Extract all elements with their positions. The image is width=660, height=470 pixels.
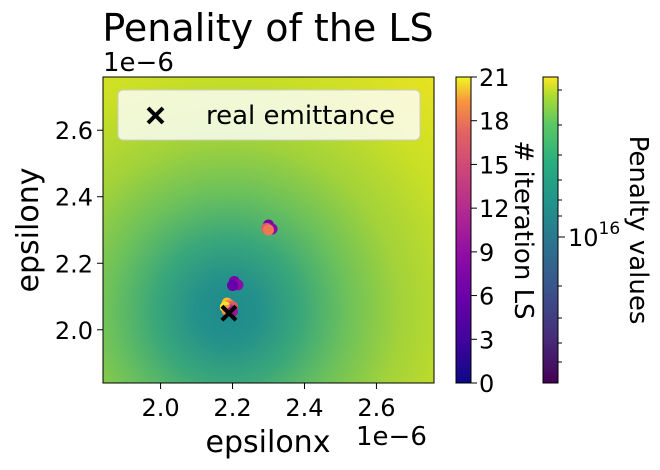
penalty-colorbar-tick-label: 1016 — [568, 219, 620, 252]
y-tick-label: 2.0 — [55, 317, 93, 345]
iteration-colorbar-tick-label: 15 — [479, 151, 510, 179]
iteration-colorbar-tick-label: 3 — [479, 326, 494, 354]
legend-box — [117, 89, 421, 141]
iteration-colorbar-tick-label: 6 — [479, 283, 494, 311]
y-axis-label: epsilony — [11, 168, 46, 293]
x-tick-label: 2.0 — [141, 394, 179, 422]
x-tick-label: 2.4 — [285, 394, 323, 422]
y-axis-ticks: 2.0 2.2 2.4 2.6 — [55, 117, 103, 345]
iteration-point — [227, 280, 239, 292]
y-offset-label: 1e−6 — [103, 48, 174, 78]
y-tick-label: 2.4 — [55, 184, 93, 212]
iteration-colorbar-tick-label: 21 — [479, 64, 510, 92]
penalty-colorbar: 1016 Penalty values — [542, 76, 653, 384]
iteration-colorbar-ticks: 0 3 6 9 12 15 18 21 — [471, 64, 510, 398]
x-tick-label: 2.6 — [357, 394, 395, 422]
x-offset-label: 1e−6 — [356, 422, 427, 452]
legend-marker-x-icon — [146, 106, 165, 125]
iteration-colorbar-gradient — [455, 76, 472, 384]
penalty-colorbar-gradient — [542, 76, 559, 384]
iteration-colorbar-tick-label: 0 — [479, 370, 494, 398]
iteration-colorbar-label: # iteration LS — [508, 140, 538, 319]
real-emittance-marker — [220, 304, 238, 322]
iteration-colorbar: 0 3 6 9 12 15 18 21 # iteration LS — [455, 64, 538, 398]
plot-frame — [102, 76, 435, 384]
iteration-colorbar-tick-label: 9 — [479, 239, 494, 267]
legend: real emittance — [117, 89, 421, 141]
penalty-colorbar-label: Penalty values — [623, 136, 653, 325]
x-axis-label: epsilonx — [206, 425, 331, 460]
y-tick-label: 2.2 — [55, 250, 93, 278]
iteration-point — [263, 224, 274, 236]
iteration-colorbar-tick-label: 18 — [479, 108, 510, 136]
penalty-colorbar-minor-ticks — [558, 89, 562, 363]
x-axis-ticks: 2.0 2.2 2.4 2.6 — [141, 383, 396, 422]
iteration-colorbar-tick-label: 12 — [479, 195, 510, 223]
legend-label: real emittance — [206, 101, 395, 131]
y-tick-label: 2.6 — [55, 117, 93, 145]
chart-title: Penality of the LS — [102, 6, 433, 50]
real-emittance-x-stroke — [220, 304, 238, 322]
x-tick-label: 2.2 — [213, 394, 251, 422]
